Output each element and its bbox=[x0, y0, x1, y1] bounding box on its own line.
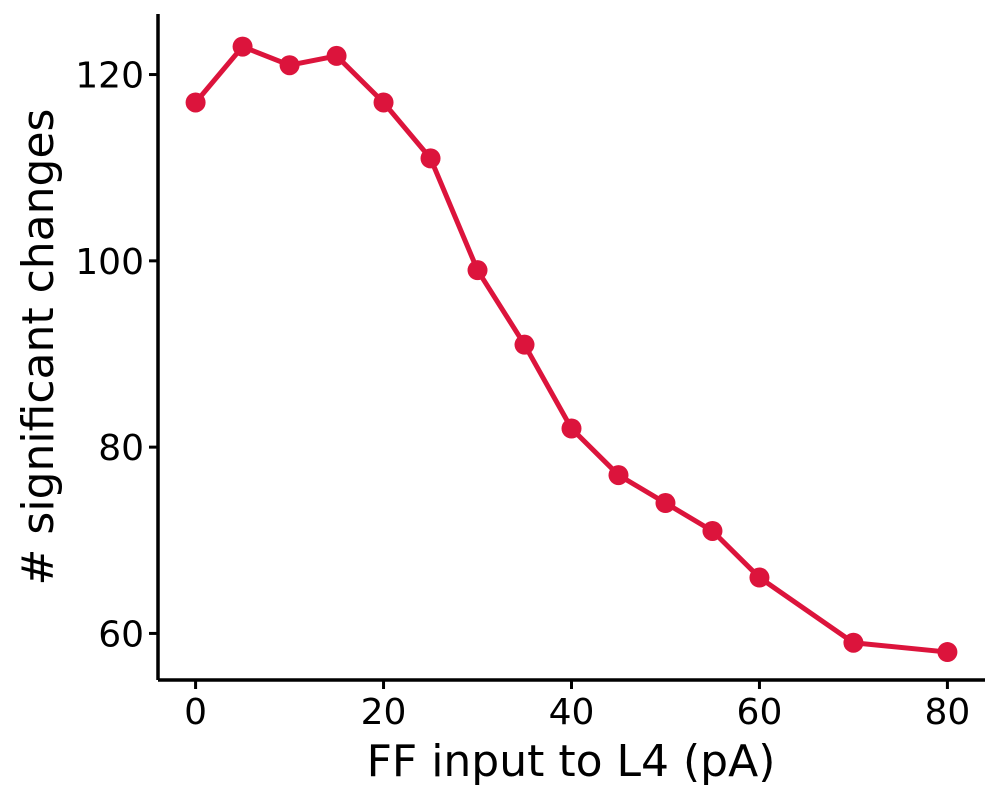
y-tick-label: 60 bbox=[98, 614, 144, 655]
data-point bbox=[232, 36, 253, 57]
data-point bbox=[843, 632, 864, 653]
data-point bbox=[373, 92, 394, 113]
x-tick-label: 20 bbox=[361, 692, 407, 733]
y-ticks: 60 80 100 120 bbox=[75, 56, 158, 655]
axes: 0 20 40 60 80 60 80 100 120 bbox=[75, 14, 985, 733]
x-axis-label: FF input to L4 (pA) bbox=[367, 736, 776, 787]
x-tick-label: 60 bbox=[737, 692, 783, 733]
data-point bbox=[702, 520, 723, 541]
plot-series bbox=[185, 36, 958, 663]
x-ticks: 0 20 40 60 80 bbox=[184, 680, 970, 733]
series-line bbox=[193, 44, 950, 655]
data-point bbox=[279, 55, 300, 76]
data-point bbox=[514, 334, 535, 355]
y-tick-label: 100 bbox=[75, 242, 144, 283]
y-tick-label: 120 bbox=[75, 56, 144, 97]
data-point bbox=[749, 567, 770, 588]
y-tick-label: 80 bbox=[98, 428, 144, 469]
data-point bbox=[467, 260, 488, 281]
x-tick-label: 40 bbox=[549, 692, 595, 733]
data-point bbox=[561, 418, 582, 439]
data-point bbox=[608, 465, 629, 486]
x-tick-label: 0 bbox=[184, 692, 207, 733]
data-point bbox=[655, 493, 676, 514]
data-point bbox=[326, 45, 347, 66]
y-axis-label: # significant changes bbox=[13, 109, 64, 586]
data-point bbox=[420, 148, 441, 169]
data-point bbox=[937, 642, 958, 663]
x-tick-label: 80 bbox=[925, 692, 971, 733]
data-point bbox=[185, 92, 206, 113]
